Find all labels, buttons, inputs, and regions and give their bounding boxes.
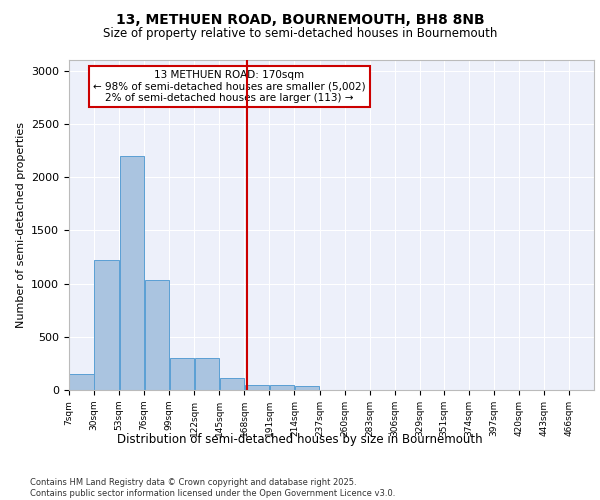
Text: 13 METHUEN ROAD: 170sqm
← 98% of semi-detached houses are smaller (5,002)
2% of : 13 METHUEN ROAD: 170sqm ← 98% of semi-de… — [93, 70, 365, 103]
Bar — [94, 260, 119, 390]
Text: 13, METHUEN ROAD, BOURNEMOUTH, BH8 8NB: 13, METHUEN ROAD, BOURNEMOUTH, BH8 8NB — [116, 12, 484, 26]
Text: Size of property relative to semi-detached houses in Bournemouth: Size of property relative to semi-detach… — [103, 28, 497, 40]
Y-axis label: Number of semi-detached properties: Number of semi-detached properties — [16, 122, 26, 328]
Bar — [270, 384, 294, 390]
Bar — [70, 374, 94, 390]
Bar — [295, 386, 319, 390]
Bar — [194, 358, 219, 390]
Text: Contains HM Land Registry data © Crown copyright and database right 2025.
Contai: Contains HM Land Registry data © Crown c… — [30, 478, 395, 498]
Bar — [220, 378, 244, 390]
Bar — [170, 358, 194, 390]
Bar — [145, 280, 169, 390]
Bar — [119, 156, 144, 390]
Text: Distribution of semi-detached houses by size in Bournemouth: Distribution of semi-detached houses by … — [117, 432, 483, 446]
Bar — [245, 384, 269, 390]
